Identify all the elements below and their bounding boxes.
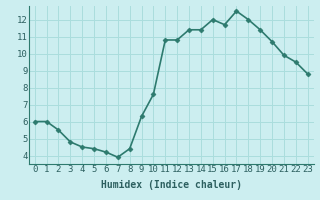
X-axis label: Humidex (Indice chaleur): Humidex (Indice chaleur) <box>101 180 242 190</box>
